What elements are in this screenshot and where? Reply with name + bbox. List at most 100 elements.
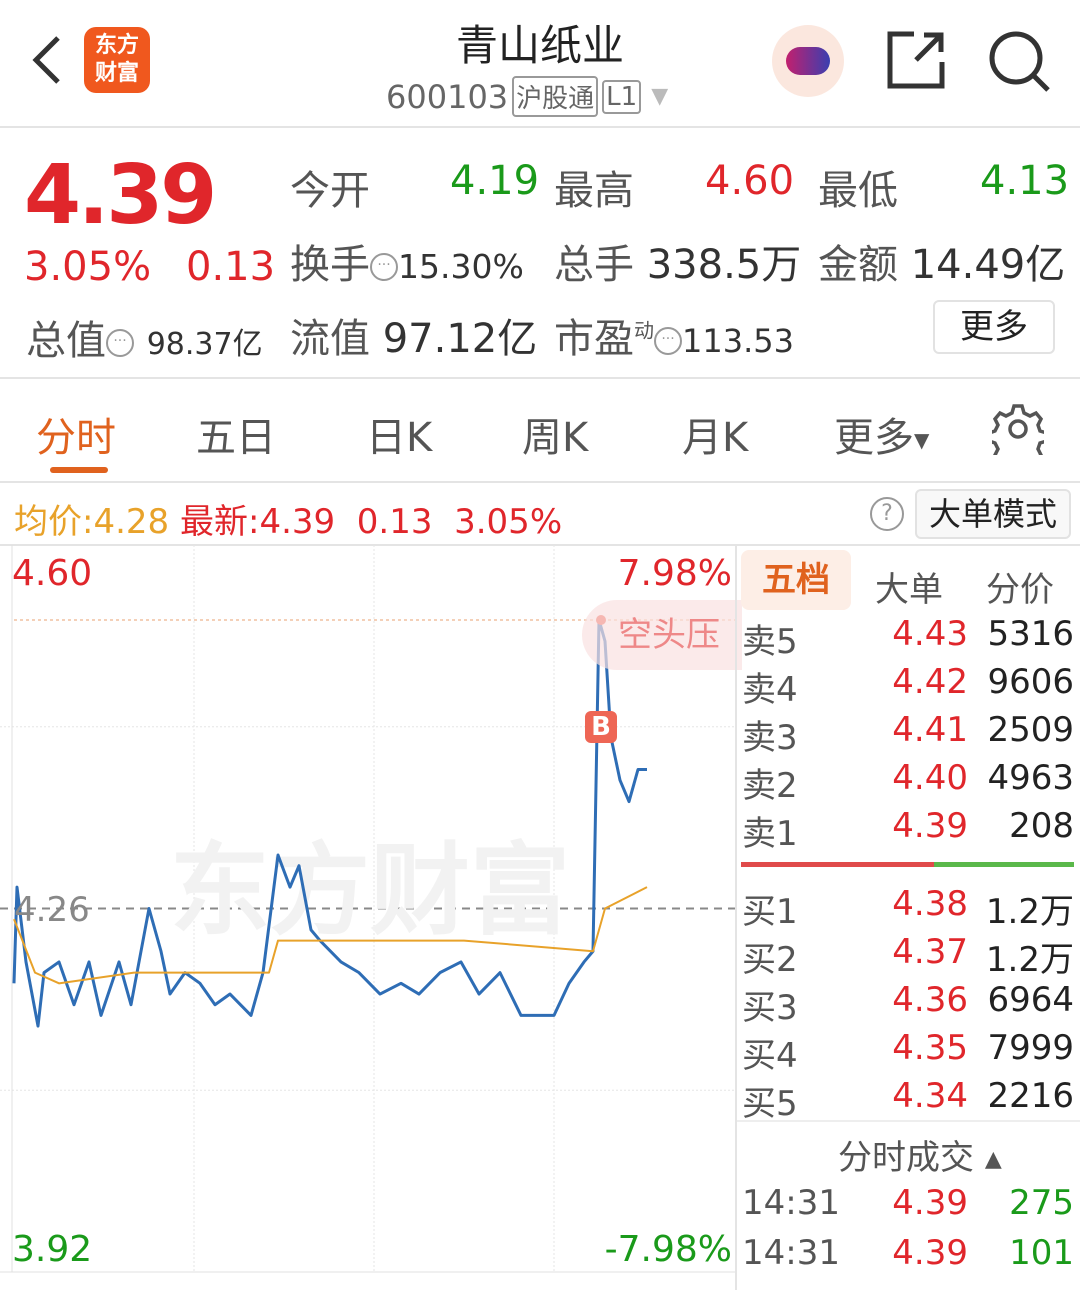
level-label: 买2 bbox=[742, 940, 798, 980]
level-volume: 1.2万 bbox=[985, 940, 1074, 980]
ask-row[interactable]: 卖4 4.42 9606 bbox=[742, 662, 1074, 711]
ticks-header[interactable]: 分时成交 ▲ bbox=[838, 1130, 1002, 1179]
volume-label: 总手 bbox=[554, 242, 634, 288]
level-volume: 6964 bbox=[987, 980, 1074, 1020]
info-icon: ··· bbox=[370, 253, 398, 281]
help-icon[interactable]: ? bbox=[870, 497, 904, 531]
stock-code: 600103 bbox=[386, 77, 509, 116]
big-order-mode-button[interactable]: 大单模式 bbox=[915, 489, 1071, 539]
amount-label: 金额 bbox=[818, 242, 898, 288]
tick-row[interactable]: 14:31 4.39 101 bbox=[742, 1233, 1074, 1273]
level-label: 买3 bbox=[742, 988, 798, 1028]
volume-field: 总手 338.5万 bbox=[554, 232, 801, 290]
tab-intraday[interactable]: 分时 bbox=[36, 415, 116, 461]
price-line bbox=[12, 618, 647, 1028]
low-value: 4.13 bbox=[980, 158, 1070, 204]
orderbook-tab-price-volume[interactable]: 分价 bbox=[986, 570, 1054, 610]
orderbook-tab-five-level[interactable]: 五档 bbox=[741, 550, 851, 610]
level-label: 买5 bbox=[742, 1084, 798, 1124]
tab-monthly-k[interactable]: 月K bbox=[682, 415, 749, 461]
price-info-row: 均价:4.28 最新:4.39 0.13 3.05% bbox=[14, 494, 562, 543]
app-logo[interactable]: 东方 财富 bbox=[84, 27, 150, 93]
orderbook-tab-big-order[interactable]: 大单 bbox=[875, 570, 943, 610]
float-label: 流值 bbox=[290, 316, 370, 362]
avg-label: 均价: bbox=[14, 502, 94, 542]
bid-ask-ratio-bar bbox=[741, 862, 1074, 867]
mcap-field[interactable]: 总值 ··· 98.37亿 bbox=[26, 308, 263, 366]
change-pct: 3.05% bbox=[24, 244, 152, 290]
caret-up-icon: ▲ bbox=[984, 1147, 1002, 1172]
more-button[interactable]: 更多 bbox=[933, 300, 1055, 354]
amount-field: 金额 14.49亿 bbox=[818, 232, 1065, 290]
level-price: 4.38 bbox=[892, 884, 968, 924]
pct-bottom-label: -7.98% bbox=[604, 1229, 732, 1270]
info-icon: ··· bbox=[106, 329, 134, 357]
level-label: 14:31 bbox=[742, 1183, 840, 1223]
mcap-value: 98.37亿 bbox=[146, 327, 263, 362]
amount-value: 14.49亿 bbox=[910, 242, 1066, 288]
volume-value: 338.5万 bbox=[646, 242, 802, 288]
dropdown-icon: ▼ bbox=[651, 84, 669, 109]
ask-row[interactable]: 卖2 4.40 4963 bbox=[742, 758, 1074, 807]
level-volume: 208 bbox=[1009, 806, 1074, 846]
caret-down-icon: ▼ bbox=[914, 428, 930, 452]
tick-row[interactable]: 14:31 4.39 275 bbox=[742, 1183, 1074, 1223]
bid-row[interactable]: 买4 4.35 7999 bbox=[742, 1028, 1074, 1077]
change-value: 0.13 bbox=[186, 244, 276, 290]
level-label: 买1 bbox=[742, 892, 798, 932]
intraday-chart[interactable]: 东方财富 4.60 7.98% 4.26 3.92 -7.98% 空头压 B bbox=[0, 545, 742, 1273]
level-price: 4.39 bbox=[892, 806, 968, 846]
ask-row[interactable]: 卖1 4.39 208 bbox=[742, 806, 1074, 855]
y-bottom-label: 3.92 bbox=[12, 1229, 93, 1270]
high-label: 最高 bbox=[554, 168, 634, 214]
tab-daily-k[interactable]: 日K bbox=[366, 415, 433, 461]
level-volume: 1.2万 bbox=[985, 892, 1074, 932]
ticks-divider bbox=[737, 1120, 1080, 1122]
level-label: 卖1 bbox=[742, 814, 798, 854]
float-field: 流值 97.12亿 bbox=[290, 306, 537, 364]
level-price: 4.37 bbox=[892, 932, 968, 972]
level-volume: 101 bbox=[1009, 1233, 1074, 1273]
tab-more[interactable]: 更多▼ bbox=[834, 405, 929, 463]
ask-row[interactable]: 卖3 4.41 2509 bbox=[742, 710, 1074, 759]
low-label: 最低 bbox=[818, 168, 898, 214]
level-price: 4.39 bbox=[892, 1233, 968, 1273]
bid-row[interactable]: 买1 4.38 1.2万 bbox=[742, 884, 1074, 933]
bid-row[interactable]: 买3 4.36 6964 bbox=[742, 980, 1074, 1029]
ask-row[interactable]: 卖5 4.43 5316 bbox=[742, 614, 1074, 663]
pe-field[interactable]: 市盈动 ··· 113.53 bbox=[554, 306, 794, 364]
bid-row[interactable]: 买2 4.37 1.2万 bbox=[742, 932, 1074, 981]
back-button[interactable] bbox=[28, 30, 68, 90]
active-tab-indicator bbox=[50, 467, 108, 473]
settings-gear-icon[interactable] bbox=[992, 403, 1044, 455]
pct-top-label: 7.98% bbox=[617, 553, 732, 594]
robot-avatar[interactable] bbox=[772, 25, 844, 97]
turnover-field[interactable]: 换手 ··· 15.30% bbox=[290, 232, 524, 290]
tab-weekly-k[interactable]: 周K bbox=[522, 415, 589, 461]
y-mid-label: 4.26 bbox=[14, 890, 90, 930]
avg-price-line bbox=[13, 886, 648, 985]
pe-sup: 动 bbox=[634, 318, 654, 343]
latest-value: 4.39 bbox=[259, 502, 336, 542]
bid-row[interactable]: 买5 4.34 2216 bbox=[742, 1076, 1074, 1125]
search-icon[interactable] bbox=[988, 30, 1052, 94]
level-volume: 9606 bbox=[987, 662, 1074, 702]
hk-connect-badge: 沪股通 bbox=[512, 76, 599, 117]
level-badge: L1 bbox=[602, 79, 642, 114]
level-label: 14:31 bbox=[742, 1233, 840, 1273]
stock-code-row[interactable]: 600103 沪股通 L1 ▼ bbox=[386, 76, 668, 117]
current-price: 4.39 bbox=[24, 148, 217, 243]
open-value: 4.19 bbox=[450, 158, 540, 204]
mcap-label: 总值 bbox=[26, 318, 106, 364]
latest-label: 最新: bbox=[179, 502, 260, 542]
pe-value: 113.53 bbox=[682, 322, 794, 360]
tab-more-label: 更多 bbox=[834, 415, 914, 461]
bear-pressure-annotation[interactable]: 空头压 bbox=[582, 600, 742, 670]
level-volume: 7999 bbox=[987, 1028, 1074, 1068]
level-price: 4.40 bbox=[892, 758, 968, 798]
level-price: 4.43 bbox=[892, 614, 968, 654]
tab-five-day[interactable]: 五日 bbox=[196, 415, 276, 461]
chart-divider bbox=[735, 545, 737, 1290]
buy-marker[interactable]: B bbox=[585, 711, 617, 743]
share-icon[interactable] bbox=[886, 30, 946, 90]
